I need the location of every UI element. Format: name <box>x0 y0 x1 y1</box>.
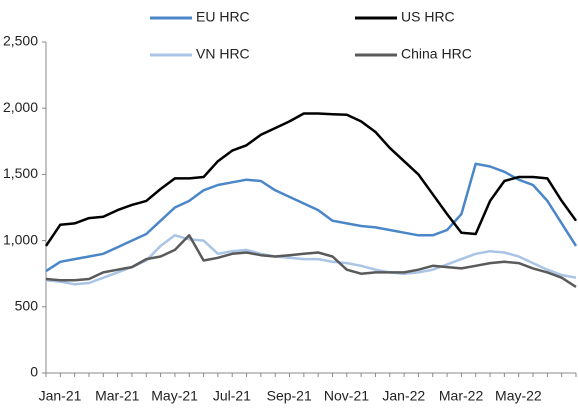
x-tick-label: Sep-21 <box>267 388 312 404</box>
legend-label: VN HRC <box>196 46 250 62</box>
x-tick-label: May-21 <box>151 388 198 404</box>
y-tick-label: 500 <box>15 298 39 314</box>
legend-label: US HRC <box>401 9 455 25</box>
y-tick-label: 1,500 <box>3 165 38 181</box>
x-tick-label: Mar-21 <box>95 388 140 404</box>
series-line <box>45 162 578 273</box>
y-tick-label: 1,000 <box>3 231 38 247</box>
x-tick-label: May-22 <box>495 388 542 404</box>
y-tick-label: 0 <box>30 364 38 380</box>
x-tick-label: Jan-21 <box>39 388 82 404</box>
y-tick-label: 2,000 <box>3 99 38 115</box>
y-tick-label: 2,500 <box>3 33 38 49</box>
legend-label: EU HRC <box>196 9 250 25</box>
x-tick-label: Jul-21 <box>213 388 251 404</box>
series-line <box>45 234 577 288</box>
legend-label: China HRC <box>401 46 472 62</box>
series-line <box>44 112 578 247</box>
x-tick-label: Jan-22 <box>382 388 425 404</box>
x-tick-label: Nov-21 <box>324 388 369 404</box>
x-tick-label: Mar-22 <box>439 388 484 404</box>
